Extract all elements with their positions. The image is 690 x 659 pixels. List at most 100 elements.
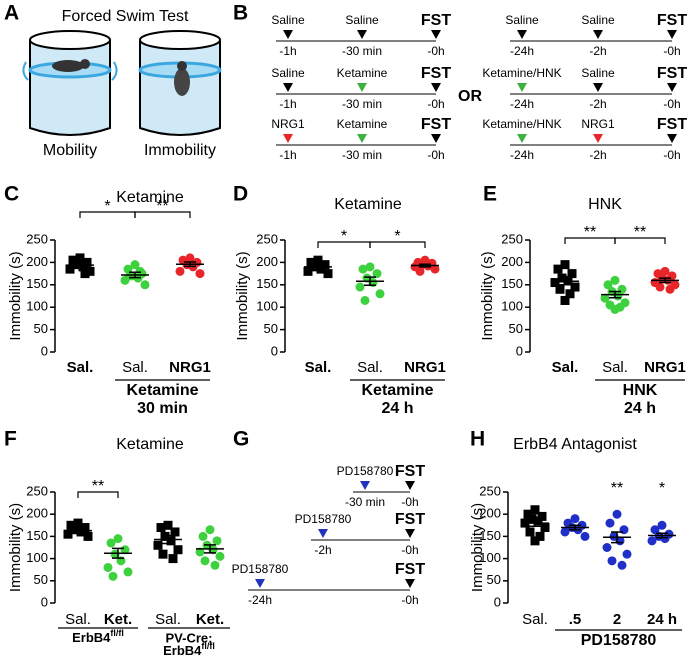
data-point — [355, 282, 365, 292]
panel-letter: H — [470, 428, 485, 451]
event-label: Ketamine/HNK — [482, 66, 561, 80]
data-point — [195, 547, 205, 557]
category-label: Ket. — [104, 611, 132, 628]
significance: * — [341, 228, 347, 245]
error-bar — [72, 528, 84, 534]
data-point — [70, 525, 80, 535]
error-bar — [569, 524, 581, 531]
event-time: -24h — [510, 148, 534, 162]
event-time: -30 min — [342, 44, 382, 58]
chart-title: Ketamine — [334, 196, 402, 213]
event-label: Ketamine — [337, 66, 388, 80]
data-point — [168, 554, 178, 564]
group-label: Ketamine — [361, 382, 433, 399]
significance-bracket — [77, 491, 119, 498]
caption: Mobility — [43, 142, 97, 159]
chart-title: HNK — [588, 196, 622, 213]
panel-letter: D — [233, 183, 248, 206]
error-bar — [162, 534, 174, 545]
group-label: PV-Cre; — [166, 630, 213, 645]
data-point — [170, 527, 180, 537]
category-label: NRG1 — [644, 359, 686, 376]
time-marker — [405, 481, 415, 490]
event-time: -2h — [314, 543, 331, 557]
data-point — [358, 264, 368, 274]
y-tick-label: 50 — [34, 572, 48, 587]
data-point — [612, 509, 622, 519]
event-label: FST — [421, 65, 451, 82]
y-tick-label: 150 — [26, 276, 48, 291]
category-label: Sal. — [65, 611, 91, 628]
y-tick-label: 50 — [34, 321, 48, 336]
significance: * — [659, 480, 665, 497]
chart-title: ErbB4 Antagonist — [513, 436, 637, 453]
data-point — [113, 534, 123, 544]
data-point — [75, 253, 85, 263]
category-label: .5 — [569, 611, 582, 628]
data-point — [560, 295, 570, 305]
time-marker — [667, 134, 677, 143]
data-point — [570, 514, 580, 524]
time-marker — [357, 134, 367, 143]
y-tick-label: 100 — [256, 299, 278, 314]
category-label: Ket. — [196, 611, 224, 628]
event-label: PD158780 — [337, 464, 394, 478]
data-point — [130, 260, 140, 270]
data-point — [153, 540, 163, 550]
event-time: -0h — [663, 148, 680, 162]
category-label: Sal. — [67, 359, 94, 376]
event-label: NRG1 — [581, 117, 615, 131]
error-bar — [609, 290, 621, 299]
event-label: Saline — [581, 66, 615, 80]
event-label: Saline — [505, 13, 539, 27]
group-label: 24 h — [381, 400, 413, 417]
data-point — [647, 536, 657, 546]
significance: ** — [156, 198, 168, 215]
error-bar — [611, 531, 623, 544]
y-axis-label: Immobility (s) — [7, 251, 24, 340]
data-point — [73, 518, 83, 528]
significance: ** — [584, 224, 596, 241]
data-point — [553, 264, 563, 274]
data-point — [135, 266, 145, 276]
group-label-sup: fl/fl — [110, 628, 124, 638]
event-label: Saline — [271, 13, 305, 27]
y-tick-label: 250 — [256, 231, 278, 246]
category-label: Sal. — [552, 359, 579, 376]
error-bar — [659, 277, 671, 284]
significance: ** — [634, 224, 646, 241]
data-point — [215, 551, 225, 561]
error-bar — [419, 263, 431, 268]
time-marker — [283, 83, 293, 92]
error-bar — [656, 532, 668, 539]
data-point — [533, 516, 543, 526]
data-point — [163, 520, 173, 530]
data-point — [173, 545, 183, 555]
event-label: Ketamine/HNK — [482, 117, 561, 131]
y-tick-label: 0 — [494, 594, 501, 609]
y-tick-label: 0 — [516, 343, 523, 358]
data-point — [540, 523, 550, 533]
data-point — [360, 295, 370, 305]
time-marker — [517, 30, 527, 39]
data-point — [140, 280, 150, 290]
event-time: -0h — [663, 97, 680, 111]
y-tick-label: 100 — [26, 299, 48, 314]
error-bar — [204, 544, 216, 554]
event-time: -2h — [589, 148, 606, 162]
data-point — [210, 560, 220, 570]
significance: * — [104, 198, 110, 215]
y-tick-label: 50 — [509, 321, 523, 336]
group-label-text: ErbB4 — [163, 643, 202, 658]
error-bar — [364, 276, 376, 286]
y-tick-label: 0 — [41, 594, 48, 609]
data-point — [83, 531, 93, 541]
group-label-sup: fl/fl — [201, 641, 215, 651]
event-label: FST — [421, 116, 451, 133]
data-point — [175, 266, 185, 276]
data-point — [560, 527, 570, 537]
data-point — [610, 304, 620, 314]
group-label: ErbB4fl/fl — [72, 628, 124, 645]
event-label: FST — [657, 65, 687, 82]
y-tick-label: 100 — [26, 550, 48, 565]
